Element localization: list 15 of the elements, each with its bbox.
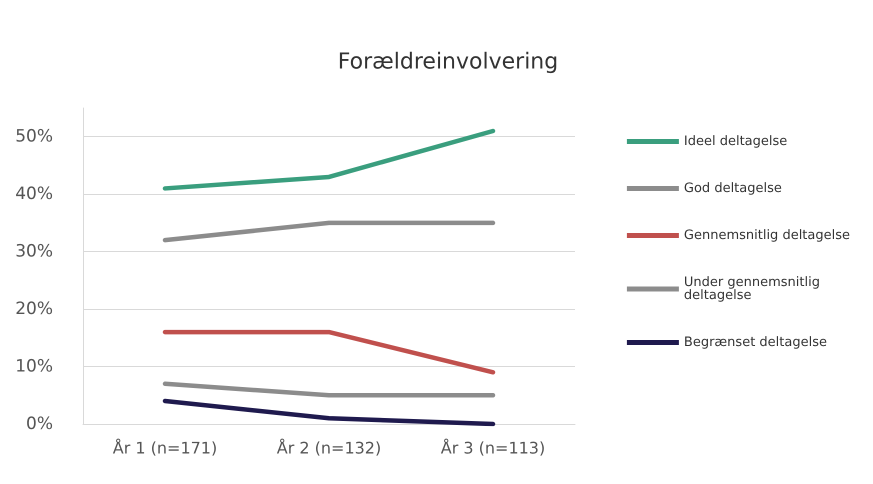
- y-tick-label: 40%: [15, 184, 53, 204]
- legend-label: Ideel deltagelse: [684, 134, 788, 149]
- y-tick-label: 10%: [15, 356, 53, 377]
- y-tick-label: 30%: [15, 242, 53, 262]
- x-tick-label: År 3 (n=113): [440, 438, 546, 458]
- x-tick-label: År 2 (n=132): [276, 438, 382, 458]
- legend-label: Gennemsnitlig deltagelse: [684, 228, 850, 243]
- chart-title: Forældreinvolvering: [338, 50, 558, 74]
- legend-label: Begrænset deltagelse: [684, 335, 827, 350]
- legend-label: God deltagelse: [684, 181, 782, 196]
- y-tick-label: 0%: [26, 414, 53, 434]
- legend-label: Under gennemsnitlig deltagelse: [684, 275, 824, 303]
- y-tick-label: 50%: [15, 126, 53, 147]
- x-tick-label: År 1 (n=171): [112, 438, 218, 458]
- y-tick-label: 20%: [15, 299, 53, 320]
